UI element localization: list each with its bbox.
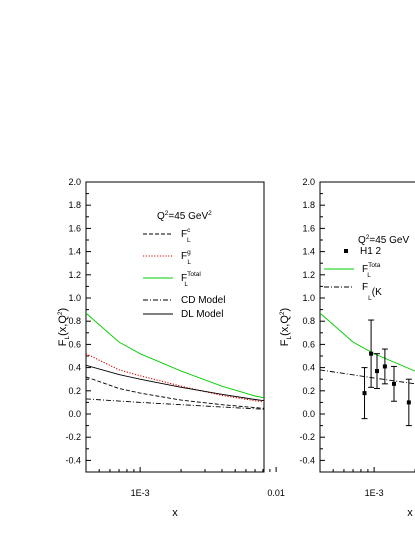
legend-marker [344, 249, 348, 253]
legend-label: DL Model [181, 309, 223, 320]
legend-label: FTota L [362, 262, 381, 279]
y-tick-label: 0.4 [302, 363, 315, 373]
legend-label: Fg L [181, 249, 191, 266]
y-tick-label: 1.6 [68, 223, 81, 233]
data-point [375, 369, 380, 374]
right-y-axis-label: FL(x,Q2) [279, 308, 293, 346]
series-line [320, 312, 415, 372]
left-x-axis-label: x [172, 507, 178, 519]
left-plot-frame [85, 181, 265, 473]
x-tick-label: 1E-3 [131, 488, 150, 498]
y-tick-label: 1.6 [302, 223, 315, 233]
y-tick-label: 0.6 [302, 339, 315, 349]
y-tick-label: 1.4 [68, 247, 81, 257]
right-data-points [361, 319, 412, 427]
right-plot-frame [319, 181, 415, 473]
y-tick-label: -0.4 [299, 455, 315, 465]
y-tick-label: 0.8 [302, 316, 315, 326]
y-tick-label: 1.8 [302, 200, 315, 210]
y-tick-label: 2.0 [302, 177, 315, 187]
y-tick-label: 1.4 [302, 247, 315, 257]
series-line [86, 398, 264, 410]
y-tick-label: 1.2 [302, 270, 315, 280]
legend-label: H1 2 [360, 246, 382, 257]
left-x-ticks: 1E-3 0.01 [85, 467, 285, 498]
series-line [86, 364, 264, 402]
series-line [86, 376, 264, 409]
y-tick-label: 0.8 [68, 316, 81, 326]
y-tick-label: 0.2 [302, 386, 315, 396]
right-legend: H1 2 FTota L FL(K [324, 246, 382, 302]
series-line [320, 369, 415, 385]
series-line [86, 353, 264, 403]
right-series-lines [320, 312, 415, 385]
y-tick-label: -0.2 [299, 432, 315, 442]
x-tick-label: 1E-3 [365, 488, 384, 498]
y-tick-label: 0.0 [302, 409, 315, 419]
y-tick-label: 1.2 [68, 270, 81, 280]
y-tick-label: 0.6 [68, 339, 81, 349]
y-tick-label: 1.0 [302, 293, 315, 303]
data-point [406, 400, 411, 405]
left-panel: -0.4 -0.2 0.0 0.2 0.4 0.6 0.8 1.0 1.2 1.4 1.6 1.8 2.… [57, 177, 285, 519]
data-point [391, 381, 396, 386]
legend-label: CD Model [181, 295, 225, 306]
y-tick-label: 0.4 [68, 363, 81, 373]
left-legend: Fc L Fg L FTotal L CD Model DL Model [143, 227, 225, 320]
data-point [369, 351, 374, 356]
left-series-lines [86, 312, 264, 410]
data-point [382, 364, 387, 369]
right-x-axis-label: x [407, 507, 413, 519]
legend-label: FTotal L [181, 271, 201, 288]
right-x-ticks: 1E-3 [319, 467, 415, 498]
legend-label: FL(K [362, 282, 382, 302]
data-point [362, 391, 367, 396]
legend-label: Fc L [181, 227, 191, 244]
y-tick-label: 1.8 [68, 200, 81, 210]
y-tick-label: -0.2 [65, 432, 81, 442]
y-tick-label: -0.4 [65, 455, 81, 465]
y-tick-label: 0.0 [68, 409, 81, 419]
right-panel: -0.4 -0.2 0.0 0.2 0.4 0.6 0.8 1.0 1.2 1.4 1.6 1.8 2.… [279, 177, 415, 519]
series-line [86, 312, 264, 399]
y-tick-label: 0.2 [68, 386, 81, 396]
left-annotation: Q2=45 GeV2 [157, 210, 212, 222]
y-tick-label: 1.0 [68, 293, 81, 303]
left-y-ticks: -0.4 -0.2 0.0 0.2 0.4 0.6 0.8 1.0 1.2 1.4 1.6 1.8 2.… [65, 177, 91, 473]
x-tick-label: 0.01 [267, 488, 285, 498]
y-tick-label: 2.0 [68, 177, 81, 187]
right-annotation: Q2=45 GeV [358, 234, 409, 246]
left-y-axis-label: FL(x,Q2) [57, 308, 71, 346]
right-y-ticks: -0.4 -0.2 0.0 0.2 0.4 0.6 0.8 1.0 1.2 1.4 1.6 1.8 2.… [299, 177, 325, 473]
